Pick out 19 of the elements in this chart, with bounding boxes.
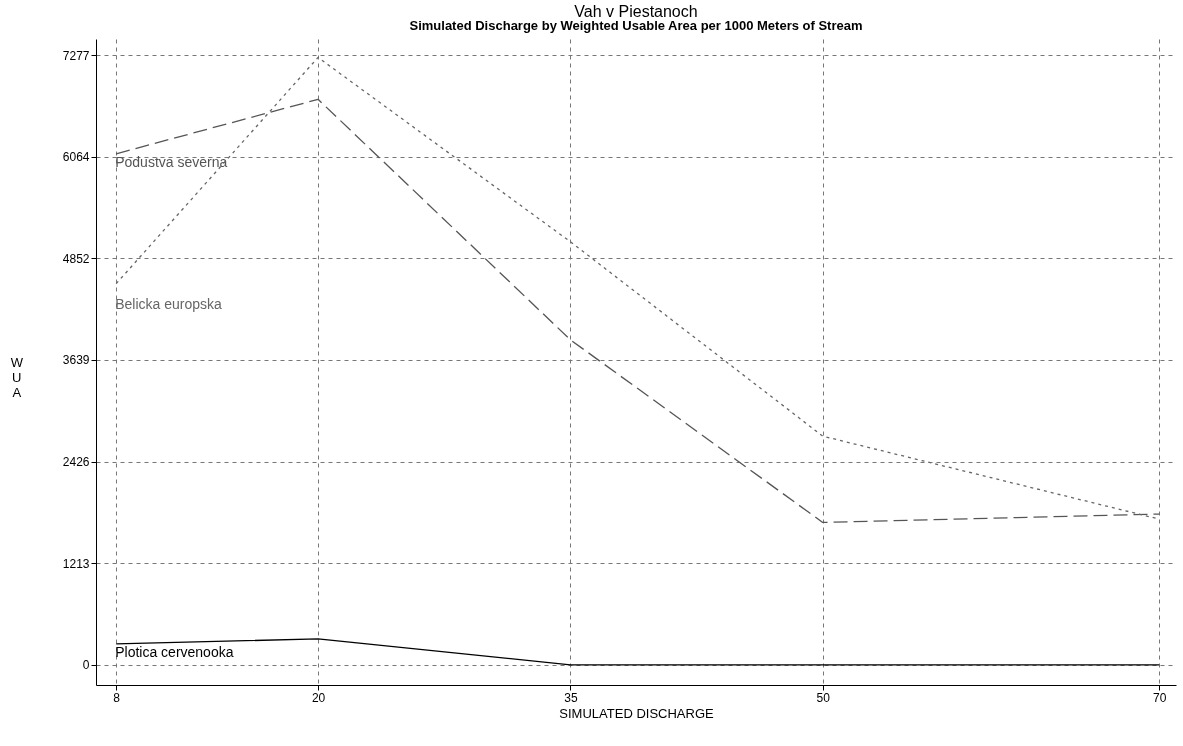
x-tick-label: 70 bbox=[1153, 690, 1167, 705]
chart-title: Vah v Piestanoch bbox=[574, 3, 698, 20]
x-tick-label: 50 bbox=[816, 690, 831, 705]
x-tick-label: 35 bbox=[564, 690, 578, 705]
x-tick-label: 8 bbox=[113, 690, 121, 705]
series-label: Belicka europska bbox=[115, 295, 223, 312]
series-label: Plotica cervenooka bbox=[115, 643, 234, 660]
y-axis-title: WUA bbox=[10, 354, 24, 400]
x-tick-label: 20 bbox=[311, 690, 326, 705]
y-tick-label: 1213 bbox=[62, 556, 90, 571]
y-tick-label: 4852 bbox=[62, 251, 90, 266]
y-tick-label: 3639 bbox=[62, 353, 90, 368]
x-axis-title: SIMULATED DISCHARGE bbox=[559, 705, 714, 721]
y-tick-label: 0 bbox=[82, 658, 90, 673]
y-tick-label: 6064 bbox=[62, 150, 90, 165]
y-tick-label: 7277 bbox=[62, 48, 90, 63]
y-tick-label: 2426 bbox=[62, 455, 90, 470]
chart-subtitle: Simulated Discharge by Weighted Usable Area per 1000 Meters of Stream bbox=[409, 18, 863, 33]
series-label: Podustva severna bbox=[115, 153, 228, 170]
